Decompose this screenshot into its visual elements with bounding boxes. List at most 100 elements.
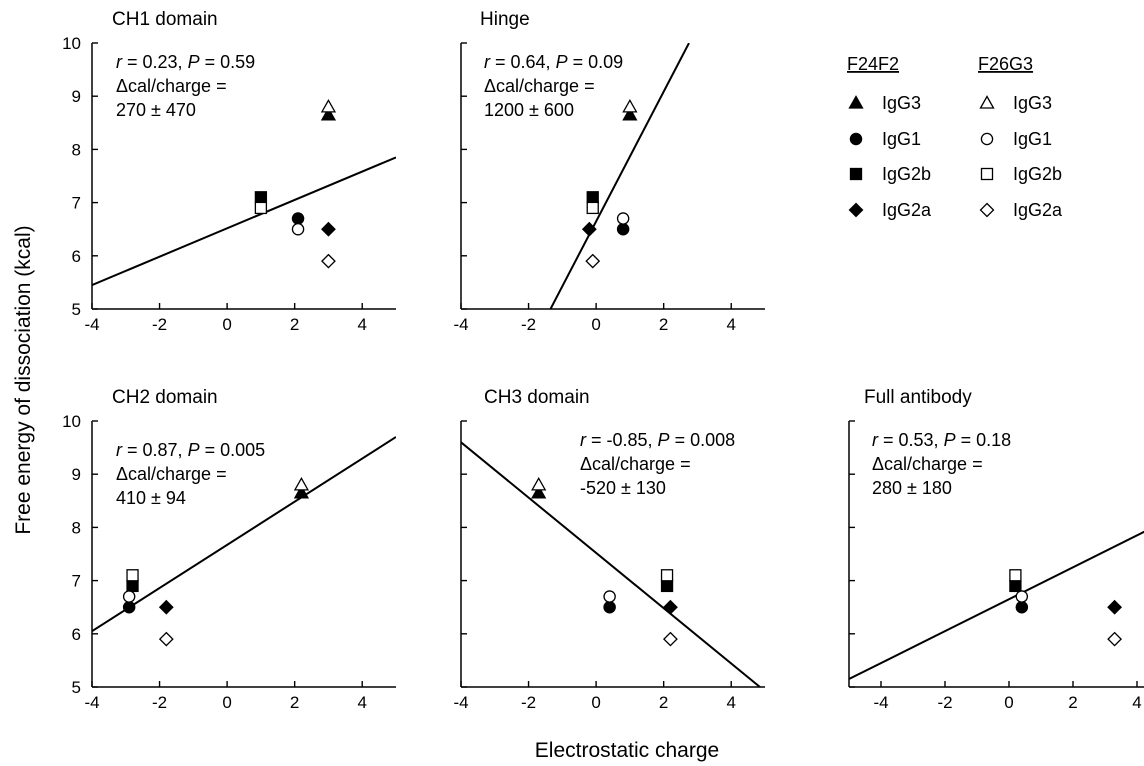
data-point-f24f2-circle [603, 600, 616, 614]
x-tick-label: -4 [453, 315, 468, 334]
y-tick-label: 9 [72, 87, 81, 106]
slope-label: Δcal/charge = [580, 454, 691, 474]
slope-label: Δcal/charge = [116, 464, 227, 484]
slope-label: Δcal/charge = [484, 76, 595, 96]
data-point-f24f2-square [254, 191, 268, 204]
data-point-f26g3-square [254, 201, 268, 215]
regression-line [849, 530, 1144, 680]
data-point-f26g3-circle [616, 212, 630, 225]
x-tick-label: 2 [290, 693, 299, 712]
panel-ch1-domain: 5 6 7 8 9 10 -4 -2 0 2 4 CH1 domain r = 0.23, P = 0.… [62, 9, 396, 334]
legend-marker-square [849, 167, 863, 181]
data-point-f26g3-diamond [585, 253, 601, 269]
data-point-f24f2-circle [616, 222, 630, 236]
y-tick-label: 8 [72, 518, 81, 537]
panel-title: CH3 domain [484, 387, 590, 408]
legend: F24F2 IgG3 IgG1 IgG2b IgG2a F26G3 IgG3 IgG1 IgG2… [847, 54, 1063, 220]
y-tick-label: 10 [62, 412, 81, 431]
data-point-f26g3-square [1009, 569, 1022, 582]
legend-label: IgG2b [882, 164, 931, 184]
panel-title: CH2 domain [112, 387, 218, 408]
y-tick-label: 8 [72, 140, 81, 159]
x-tick-label: 0 [222, 693, 231, 712]
data-point-f24f2-triangle [293, 484, 310, 499]
x-tick-label: -4 [873, 693, 888, 712]
legend-label: IgG3 [1013, 93, 1052, 113]
data-point-f24f2-diamond [663, 599, 678, 615]
data-point-f26g3-diamond [1107, 631, 1123, 647]
x-tick-label: 4 [726, 315, 735, 334]
x-tick-label: -4 [84, 315, 99, 334]
x-tick-label: -2 [152, 693, 167, 712]
panel-ch3-domain: -4 -2 0 2 4 CH3 domain r = -0.85, P = 0.008 Δca… [453, 387, 765, 712]
y-tick-label: 7 [72, 194, 81, 213]
x-tick-label: 4 [357, 315, 366, 334]
data-point-f24f2-diamond [581, 221, 597, 237]
x-tick-label: 2 [1068, 693, 1077, 712]
data-point-f26g3-square [660, 569, 674, 582]
data-point-f26g3-diamond [321, 253, 336, 269]
legend-label: IgG3 [882, 93, 921, 113]
data-point-f24f2-circle [1015, 600, 1029, 614]
legend-marker-diamond [848, 202, 864, 218]
slope-value: 410 ± 94 [116, 488, 186, 508]
slope-value: 270 ± 470 [116, 100, 196, 120]
legend-label: IgG1 [882, 129, 921, 149]
data-point-f26g3-circle [1015, 590, 1029, 603]
x-tick-label: 4 [1132, 693, 1141, 712]
x-tick-label: -4 [453, 693, 468, 712]
legend-group-title: F26G3 [978, 54, 1033, 74]
panel-full-antibody: -4 -2 0 2 4 Full antibody r = 0.53, P = 0.18 Δc… [848, 387, 1144, 712]
y-tick-label: 9 [72, 465, 81, 484]
stats-annotation: r = 0.64, P = 0.09 [484, 52, 623, 72]
legend-group-title: F24F2 [847, 54, 899, 74]
x-tick-label: -2 [152, 315, 167, 334]
slope-value: -520 ± 130 [580, 478, 666, 498]
slope-label: Δcal/charge = [872, 454, 983, 474]
x-tick-label: 4 [726, 693, 735, 712]
y-tick-label: 7 [72, 572, 81, 591]
regression-line [92, 436, 396, 632]
data-point-f26g3-diamond [663, 631, 678, 647]
data-point-f24f2-triangle [320, 106, 337, 121]
x-tick-label: 0 [591, 315, 600, 334]
panel-ch2-domain: 5 6 7 8 9 10 -4 -2 0 2 4 CH2 domain r = 0.87, P = 0.… [62, 387, 396, 712]
legend-marker-circle [849, 132, 863, 146]
data-point-f24f2-diamond [158, 599, 174, 615]
data-point-f24f2-circle [122, 600, 136, 614]
y-tick-label: 6 [72, 247, 81, 266]
slope-value: 1200 ± 600 [484, 100, 574, 120]
data-point-f26g3-square [126, 569, 139, 582]
y-tick-label: 5 [72, 300, 81, 319]
x-tick-label: -4 [84, 693, 99, 712]
stats-annotation: r = 0.23, P = 0.59 [116, 52, 255, 72]
y-tick-label: 5 [72, 678, 81, 697]
x-tick-label: 2 [290, 315, 299, 334]
panel-title: CH1 domain [112, 9, 218, 30]
x-tick-label: 2 [659, 315, 668, 334]
legend-label: IgG1 [1013, 129, 1052, 149]
data-point-f24f2-diamond [321, 221, 336, 237]
y-tick-label: 6 [72, 625, 81, 644]
legend-marker-triangle [979, 95, 995, 109]
x-axis-label: Electrostatic charge [535, 739, 719, 762]
stats-annotation: r = 0.87, P = 0.005 [116, 440, 265, 460]
data-point-f24f2-square [586, 191, 599, 204]
data-point-f26g3-square [586, 201, 599, 215]
data-point-f24f2-circle [291, 212, 305, 225]
data-point-f24f2-diamond [1107, 599, 1123, 615]
data-point-f24f2-triangle [622, 106, 638, 121]
x-tick-label: -2 [937, 693, 952, 712]
panel-title: Full antibody [864, 387, 972, 408]
data-point-f24f2-square [126, 579, 139, 593]
x-tick-label: -2 [521, 315, 536, 334]
data-point-f24f2-square [660, 579, 674, 593]
legend-marker-triangle [848, 95, 864, 109]
x-tick-label: 4 [357, 693, 366, 712]
data-point-f24f2-square [1009, 579, 1022, 593]
data-point-f26g3-triangle [320, 99, 337, 113]
legend-label: IgG2b [1013, 164, 1062, 184]
legend-label: IgG2a [882, 200, 932, 220]
data-point-f24f2-triangle [531, 484, 547, 499]
